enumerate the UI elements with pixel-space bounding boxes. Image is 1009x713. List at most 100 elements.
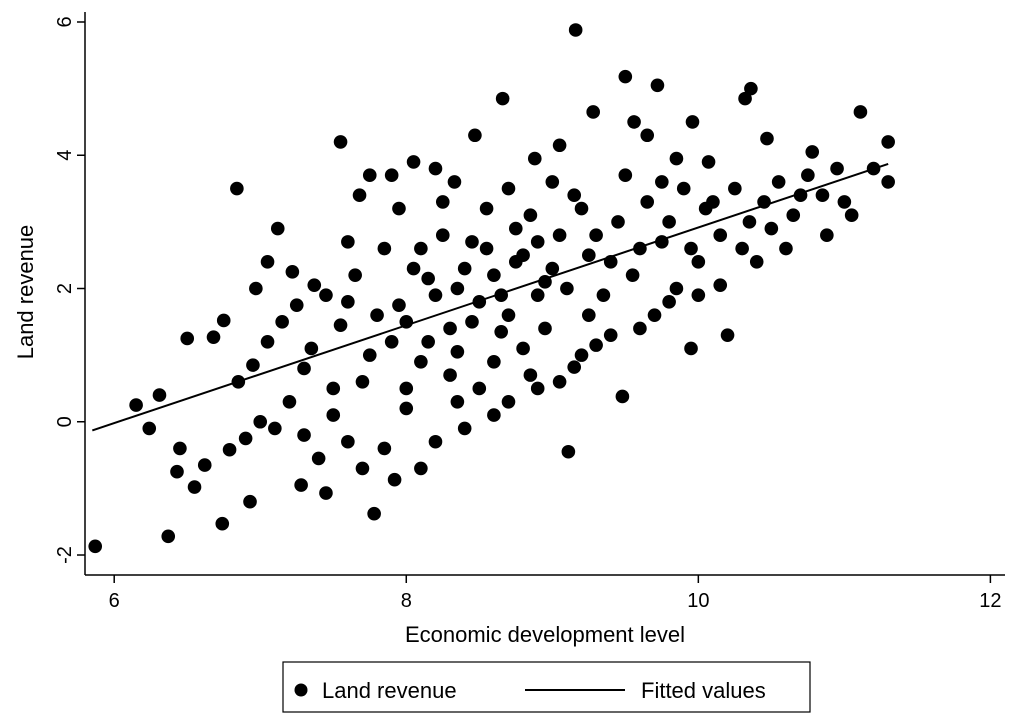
scatter-point xyxy=(307,278,322,292)
scatter-point xyxy=(552,374,567,389)
scatter-point xyxy=(161,529,176,544)
x-axis-ticks: 6 8 10 12 xyxy=(109,575,1002,612)
y-tick-label: 6 xyxy=(54,16,76,27)
scatter-point xyxy=(701,155,716,169)
x-tick-label: 8 xyxy=(401,590,412,612)
x-tick-label: 12 xyxy=(979,590,1001,612)
scatter-point xyxy=(215,516,230,531)
scatter-point xyxy=(129,398,143,412)
scatter-point xyxy=(249,281,263,296)
scatter-point xyxy=(197,458,212,472)
scatter-point xyxy=(764,221,779,236)
scatter-point xyxy=(285,265,300,279)
scatter-point xyxy=(495,91,510,106)
x-axis-title: Economic development level xyxy=(405,622,685,647)
scatter-point xyxy=(319,288,333,302)
scatter-point xyxy=(435,228,450,243)
scatter-point xyxy=(352,188,367,203)
scatter-point xyxy=(523,368,538,382)
scatter-point xyxy=(362,168,377,183)
scatter-point xyxy=(494,325,508,339)
scatter-point xyxy=(568,23,583,37)
scatter-point xyxy=(805,145,820,159)
scatter-point xyxy=(384,168,399,183)
scatter-point xyxy=(501,394,516,409)
scatter-point xyxy=(706,195,720,209)
scatter-point xyxy=(596,288,611,302)
scatter-point xyxy=(333,318,348,332)
scatter-point xyxy=(560,281,574,296)
fitted-line-layer xyxy=(91,162,889,432)
scatter-point xyxy=(468,128,482,143)
scatter-point xyxy=(676,181,691,196)
scatter-point xyxy=(574,348,589,362)
scatter-point xyxy=(326,381,341,396)
scatter-point xyxy=(414,354,428,369)
scatter-point xyxy=(341,434,355,449)
scatter-point xyxy=(735,241,749,256)
scatter-point xyxy=(326,408,341,422)
scatter-point xyxy=(582,248,596,262)
scatter-point xyxy=(561,444,576,459)
x-tick-label: 6 xyxy=(109,590,120,612)
scatter-point xyxy=(421,271,435,286)
scatter-point xyxy=(479,241,494,256)
scatter-point xyxy=(749,255,764,269)
scatter-point xyxy=(552,138,567,153)
scatter-point xyxy=(844,208,859,223)
scatter-point xyxy=(615,389,630,404)
scatter-point xyxy=(640,128,655,143)
scatter-point xyxy=(647,308,662,322)
scatter-point xyxy=(355,374,370,389)
scatter-point xyxy=(820,228,834,243)
scatter-point xyxy=(508,221,523,236)
scatter-point xyxy=(457,421,472,436)
scatter-point xyxy=(487,268,501,282)
scatter-point xyxy=(428,288,443,302)
scatter-point xyxy=(881,175,895,189)
scatter-point xyxy=(216,313,231,328)
x-tick-label: 10 xyxy=(687,590,709,612)
scatter-point xyxy=(684,341,698,356)
scatter-point xyxy=(472,381,487,396)
scatter-point xyxy=(662,295,676,309)
scatter-point xyxy=(479,201,494,216)
scatter-point xyxy=(253,414,268,429)
scatter-point xyxy=(297,361,311,376)
scatter-point xyxy=(685,115,700,129)
scatter-point xyxy=(392,201,406,216)
scatter-point xyxy=(333,135,348,149)
scatter-point xyxy=(527,151,542,166)
scatter-point xyxy=(465,235,479,249)
scatter-point xyxy=(713,228,728,243)
scatter-point xyxy=(586,105,600,119)
scatter-point xyxy=(618,69,633,84)
scatter-point xyxy=(414,461,428,476)
scatter-point xyxy=(238,431,253,446)
scatter-point xyxy=(618,168,633,183)
scatter-point xyxy=(801,168,815,183)
scatter-point xyxy=(450,394,465,409)
scatter-point xyxy=(355,461,370,476)
y-axis-ticks: -2 0 2 4 6 xyxy=(54,16,85,564)
scatter-point xyxy=(370,308,384,322)
scatter-point xyxy=(684,241,698,256)
scatter-point xyxy=(738,91,752,106)
y-tick-label: 2 xyxy=(54,283,76,294)
scatter-point xyxy=(428,161,443,176)
scatter-point xyxy=(786,208,801,223)
scatter-point xyxy=(142,421,157,436)
scatter-point xyxy=(341,235,355,249)
scatter-point xyxy=(582,308,596,322)
scatter-point xyxy=(691,255,706,269)
scatter-point xyxy=(530,381,545,396)
scatter-point xyxy=(304,341,319,356)
scatter-point xyxy=(230,181,244,196)
scatter-point xyxy=(627,115,641,129)
scatter-point xyxy=(530,288,545,302)
scatter-point xyxy=(187,480,202,494)
scatter-point xyxy=(260,255,275,269)
scatter-point xyxy=(501,181,516,196)
scatter-point xyxy=(377,241,392,256)
